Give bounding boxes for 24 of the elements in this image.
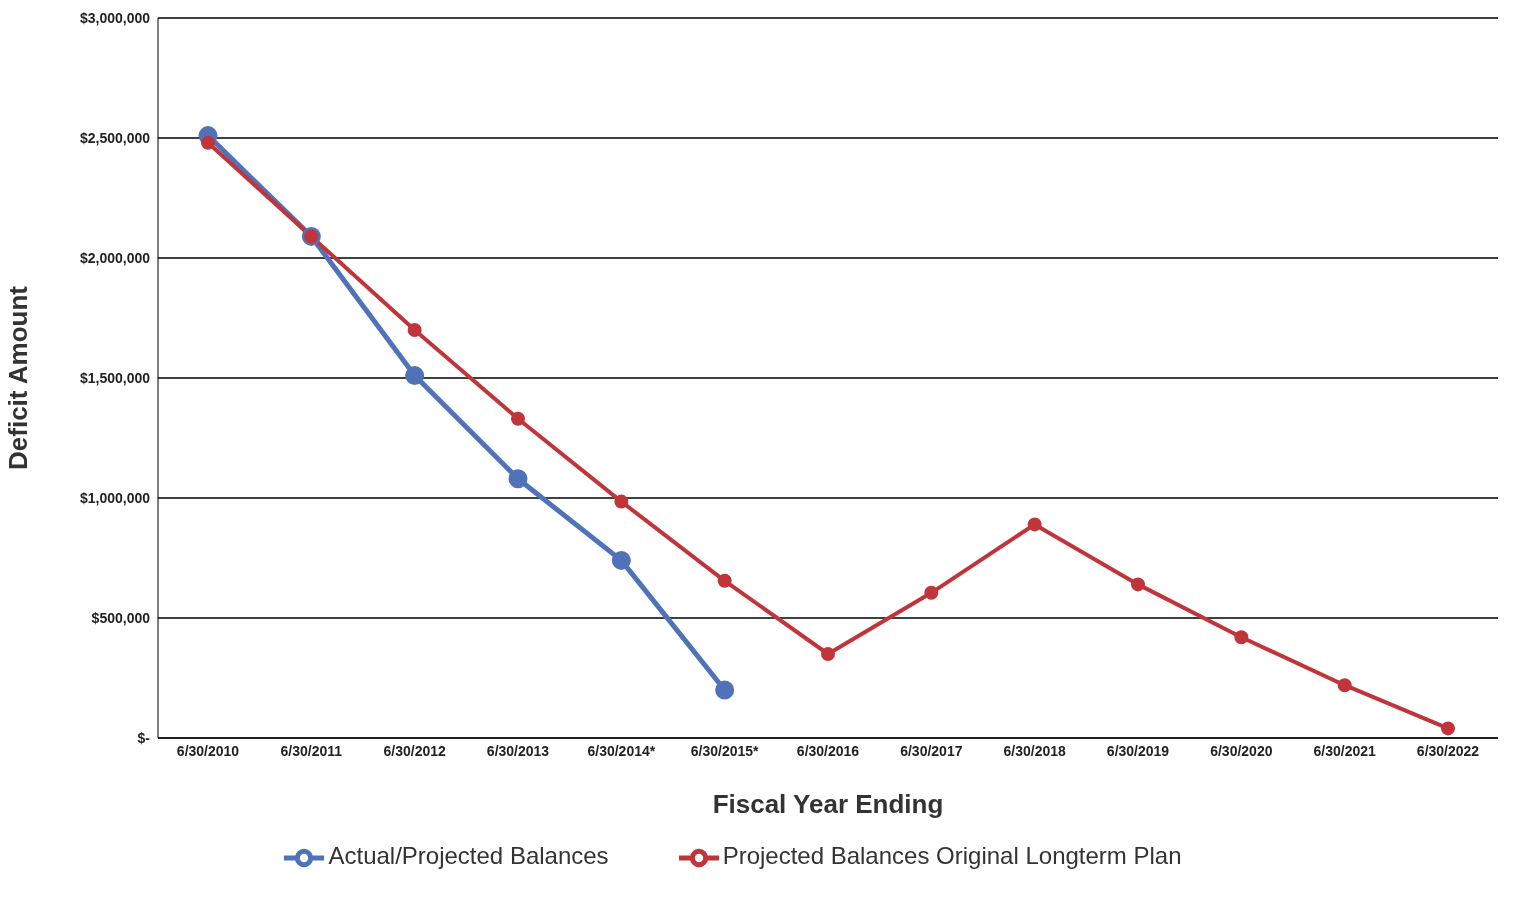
legend-label: Projected Balances Original Longterm Plan <box>722 842 1182 870</box>
y-tick-label: $- <box>137 729 151 746</box>
x-tick-label: 6/30/2010 <box>176 742 240 759</box>
x-tick-label: 6/30/2020 <box>1210 742 1273 759</box>
y-tick-label: $500,000 <box>91 609 151 626</box>
y-tick-label: $1,000,000 <box>79 489 151 506</box>
x-tick-label: 6/30/2014* <box>587 742 656 759</box>
x-axis-title: Fiscal Year Ending <box>712 789 944 819</box>
x-tick-label: 6/30/2021 <box>1313 742 1377 759</box>
y-tick-label: $2,000,000 <box>79 249 151 266</box>
y-axis-title: Deficit Amount <box>3 285 34 470</box>
y-tick-label: $2,500,000 <box>79 129 151 146</box>
x-tick-label: 6/30/2019 <box>1106 742 1170 759</box>
legend-label: Actual/Projected Balances <box>328 842 609 870</box>
x-tick-label: 6/30/2017 <box>900 742 963 759</box>
y-tick-label: $1,500,000 <box>79 369 151 386</box>
x-tick-label: 6/30/2018 <box>1003 742 1067 759</box>
x-tick-label: 6/30/2016 <box>796 742 860 759</box>
x-tick-label: 6/30/2013 <box>486 742 550 759</box>
x-tick-label: 6/30/2022 <box>1416 742 1480 759</box>
y-tick-label: $3,000,000 <box>79 9 151 26</box>
x-tick-label: 6/30/2015* <box>690 742 760 759</box>
x-tick-label: 6/30/2011 <box>280 742 343 759</box>
x-tick-label: 6/30/2012 <box>383 742 447 759</box>
